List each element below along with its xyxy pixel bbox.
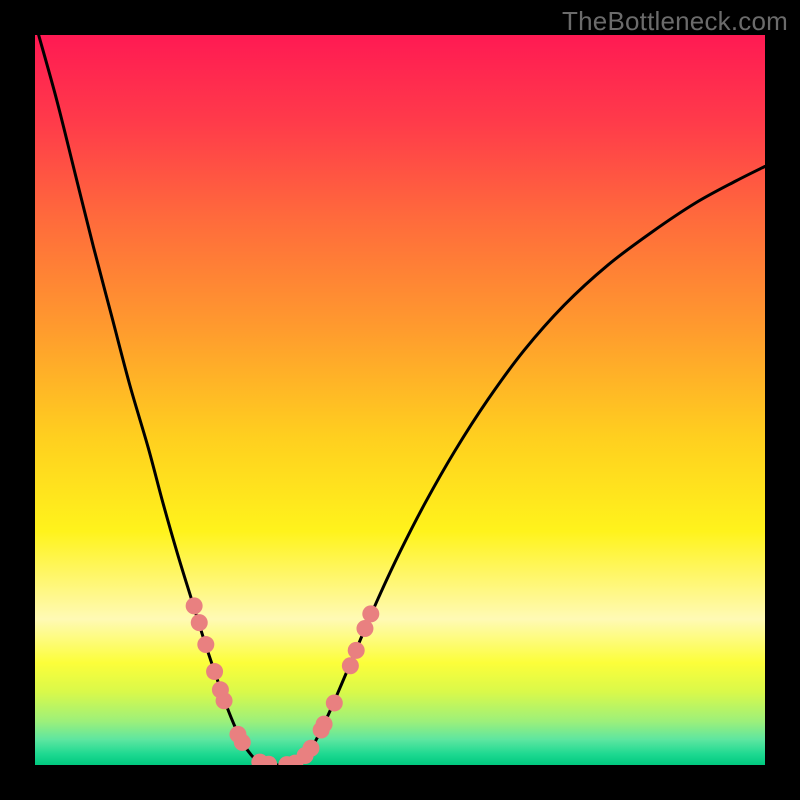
data-marker [362, 605, 379, 622]
data-marker [234, 734, 251, 751]
data-marker [316, 716, 333, 733]
data-marker [206, 663, 223, 680]
plot-background-gradient [35, 35, 765, 765]
data-marker [342, 657, 359, 674]
data-marker [356, 620, 373, 637]
watermark-label: TheBottleneck.com [562, 6, 788, 37]
data-marker [186, 597, 203, 614]
data-marker [302, 740, 319, 757]
data-marker [348, 642, 365, 659]
data-marker [260, 756, 277, 773]
data-marker [216, 692, 233, 709]
data-marker [191, 614, 208, 631]
data-marker [326, 694, 343, 711]
data-marker [197, 636, 214, 653]
figure-frame: TheBottleneck.com [0, 0, 800, 800]
bottleneck-curve-chart [0, 0, 800, 800]
